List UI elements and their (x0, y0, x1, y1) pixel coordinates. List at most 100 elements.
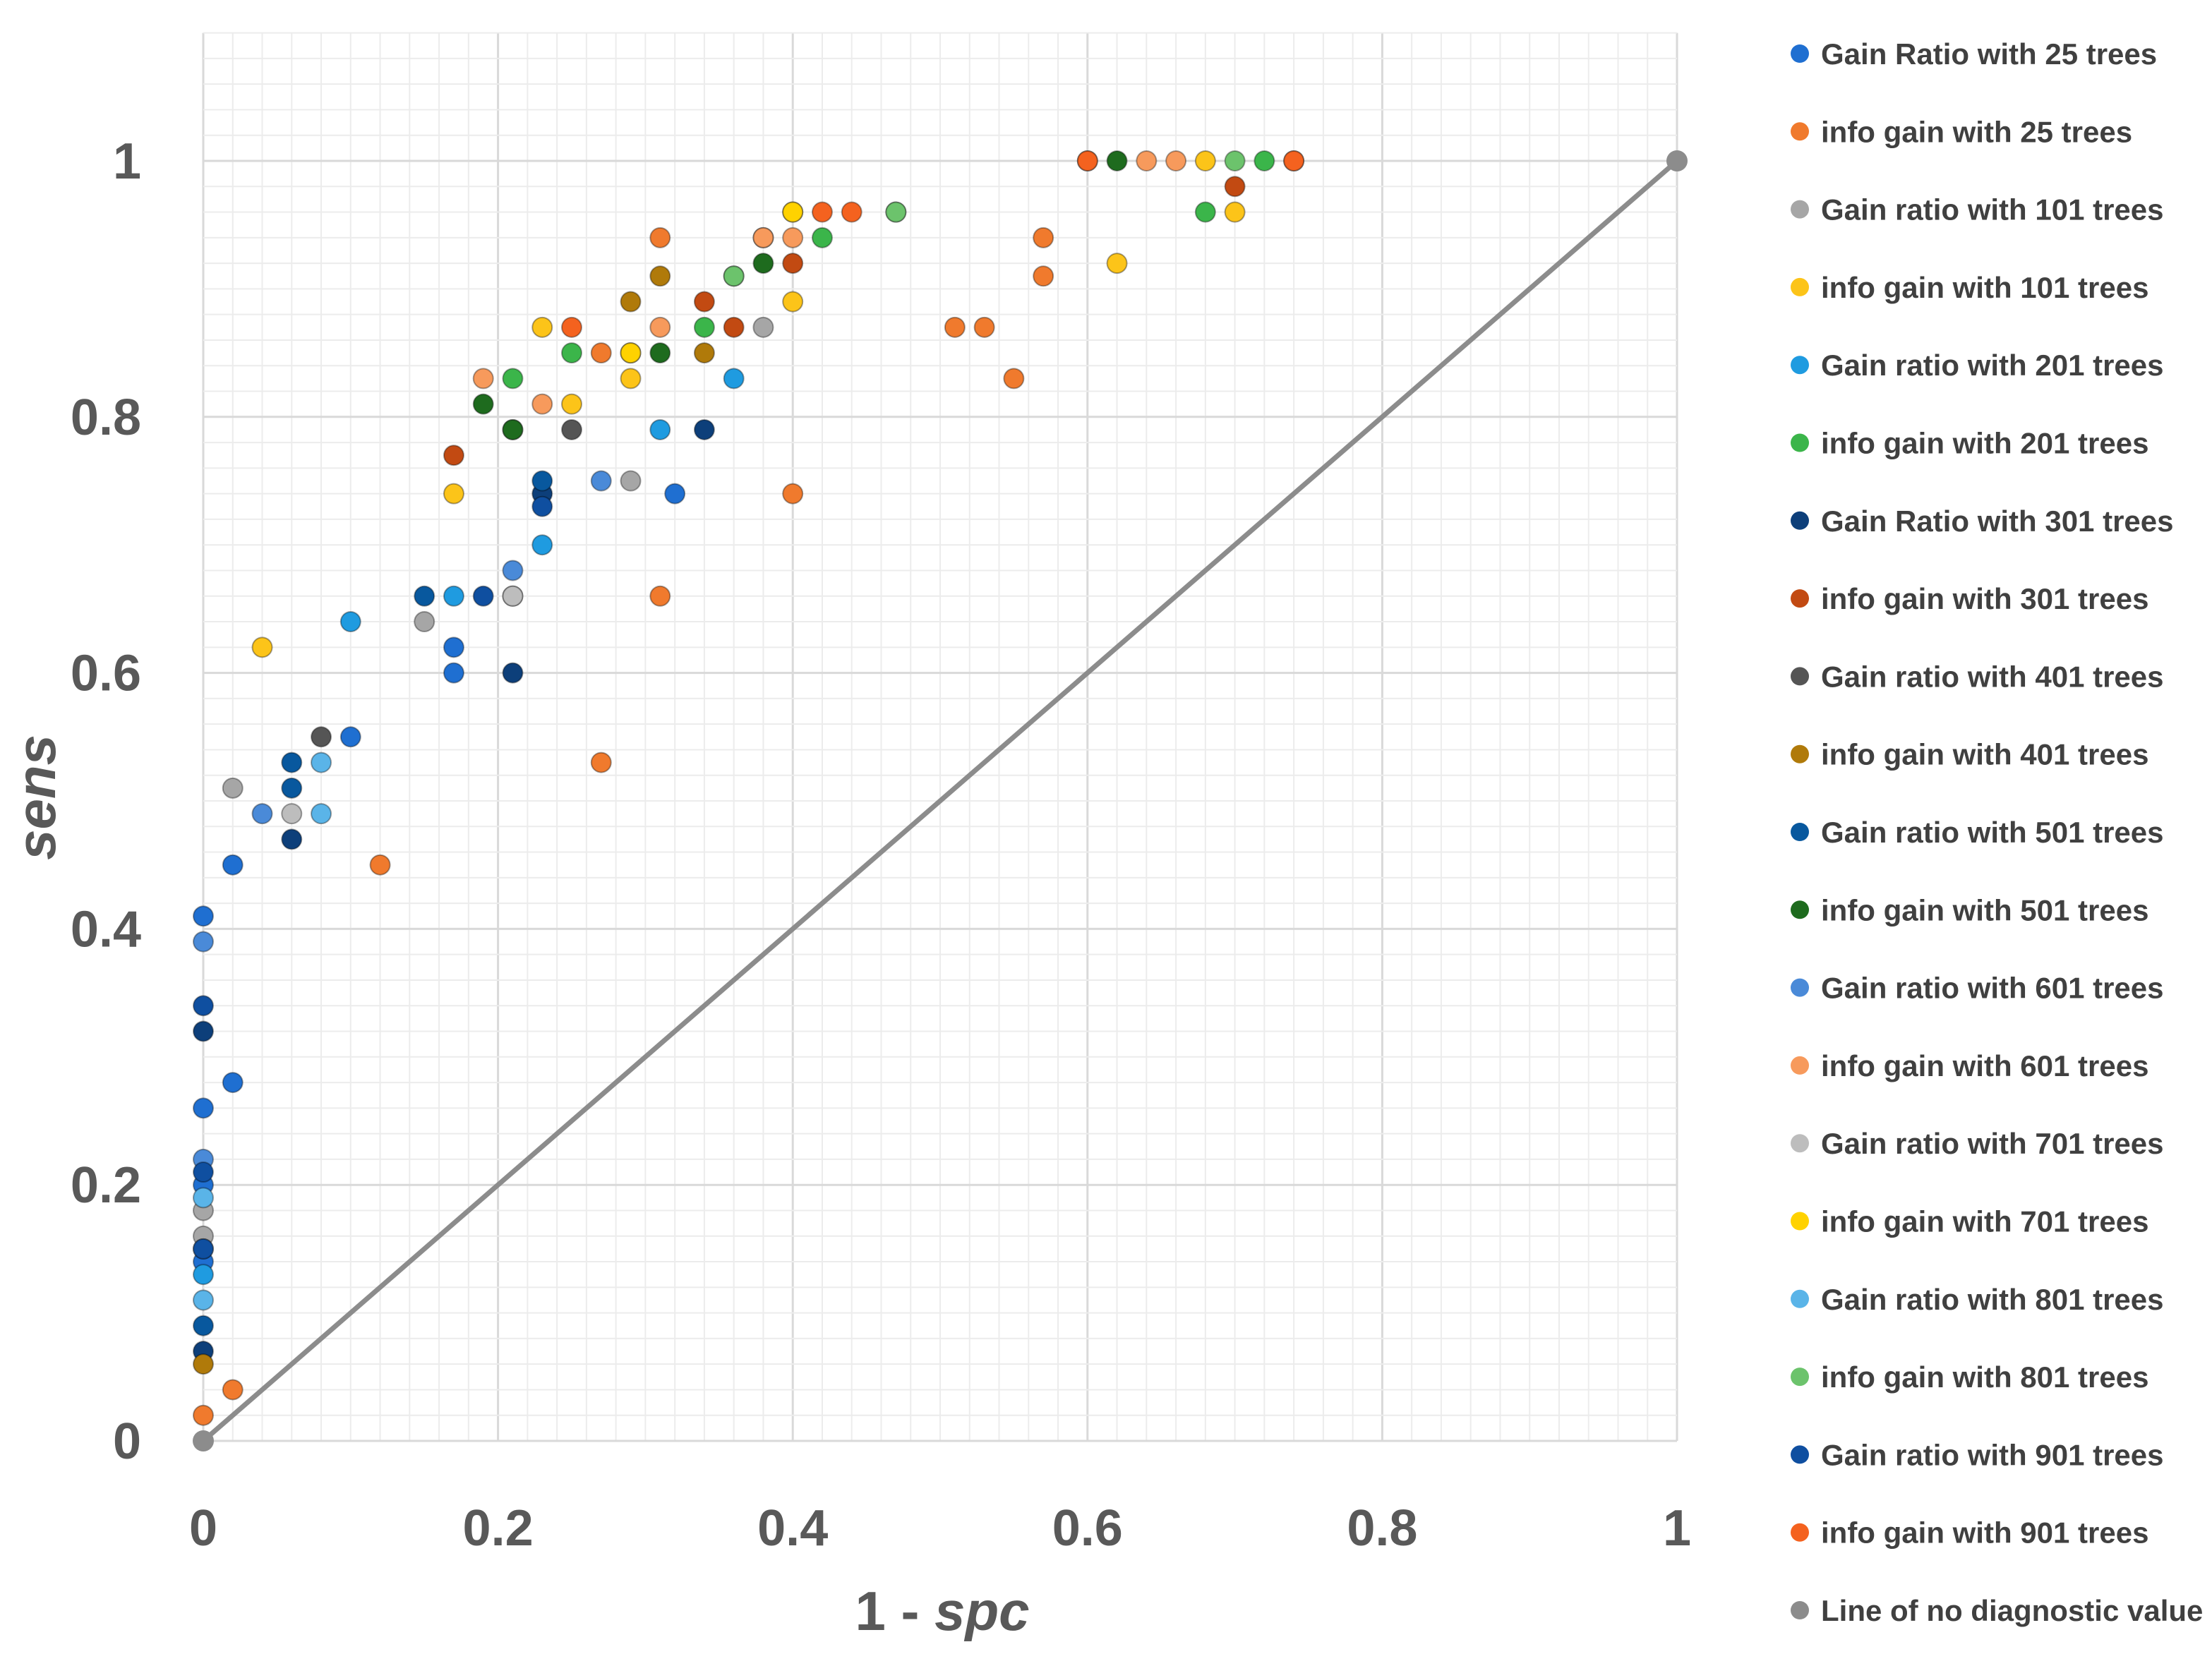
data-points (193, 150, 1305, 1426)
point-series-14 (1165, 150, 1187, 171)
y-tick-label: 1 (113, 133, 141, 190)
point-series-12 (752, 253, 774, 274)
point-series-2 (1003, 368, 1025, 390)
point-series-2 (973, 316, 995, 338)
legend-marker (1791, 667, 1809, 686)
point-series-4 (251, 636, 273, 658)
point-series-5 (531, 534, 553, 556)
x-axis-title-var: spc (934, 1580, 1029, 1642)
point-series-5 (193, 1264, 214, 1286)
legend: Gain Ratio with 25 trees info gain with 2… (1791, 37, 2203, 1627)
legend-label: info gain with 701 trees (1821, 1205, 2148, 1238)
point-series-2 (1033, 227, 1054, 248)
point-series-4 (1106, 253, 1128, 274)
point-series-11 (281, 751, 303, 773)
legend-marker (1791, 356, 1809, 375)
grid (202, 32, 1678, 1442)
point-series-1 (193, 905, 214, 927)
legend-marker (1791, 1445, 1809, 1464)
point-series-2 (782, 483, 804, 505)
legend-marker (1791, 589, 1809, 608)
point-series-19 (193, 995, 214, 1017)
point-series-8 (1224, 176, 1246, 198)
point-series-1 (339, 726, 361, 748)
point-series-20 (561, 316, 582, 338)
point-series-14 (1136, 150, 1158, 171)
legend-label: Line of no diagnostic value (1821, 1594, 2203, 1627)
point-series-14 (649, 316, 671, 338)
legend-marker (1791, 1134, 1809, 1153)
legend-label: info gain with 301 trees (1821, 582, 2148, 615)
point-series-6 (811, 227, 833, 248)
legend-marker (1791, 433, 1809, 452)
point-series-4 (1194, 150, 1216, 171)
point-series-11 (193, 1315, 214, 1336)
point-series-15 (281, 803, 303, 825)
legend-label: Gain ratio with 701 trees (1821, 1127, 2164, 1160)
reference-point (1666, 150, 1688, 171)
legend-label: Gain ratio with 101 trees (1821, 193, 2164, 227)
point-series-13 (502, 560, 524, 581)
point-series-2 (649, 585, 671, 607)
point-series-6 (1194, 201, 1216, 223)
point-series-18 (885, 201, 907, 223)
point-series-10 (649, 265, 671, 287)
point-series-7 (502, 662, 524, 684)
legend-marker (1791, 1601, 1809, 1619)
point-series-4 (561, 393, 582, 415)
legend-label: Gain Ratio with 301 trees (1821, 505, 2174, 538)
point-series-3 (620, 470, 642, 492)
point-series-1 (193, 1097, 214, 1119)
legend-label: info gain with 401 trees (1821, 738, 2148, 771)
point-series-13 (590, 470, 612, 492)
point-series-15 (502, 585, 524, 607)
point-series-20 (811, 201, 833, 223)
point-series-18 (723, 265, 745, 287)
point-series-5 (723, 368, 745, 390)
point-series-7 (281, 828, 303, 850)
point-series-12 (472, 393, 494, 415)
point-series-11 (281, 777, 303, 799)
point-series-1 (664, 483, 686, 505)
legend-marker (1791, 200, 1809, 219)
point-series-4 (782, 291, 804, 313)
point-series-6 (693, 316, 715, 338)
point-series-19 (472, 585, 494, 607)
point-series-1 (222, 1072, 244, 1094)
point-series-5 (339, 611, 361, 633)
point-series-9 (561, 418, 582, 440)
point-series-7 (193, 1020, 214, 1042)
x-tick-label: 0.2 (463, 1500, 534, 1557)
x-tick-label: 0.6 (1052, 1500, 1123, 1557)
point-series-8 (723, 316, 745, 338)
y-tick-label: 0.8 (71, 390, 141, 446)
legend-label: info gain with 101 trees (1821, 271, 2148, 304)
legend-marker (1791, 1368, 1809, 1387)
point-series-5 (443, 585, 464, 607)
legend-label: info gain with 501 trees (1821, 893, 2148, 926)
y-axis-title: sens (5, 735, 67, 860)
x-tick-label: 1 (1663, 1500, 1691, 1557)
legend-marker (1791, 44, 1809, 63)
legend-marker (1791, 122, 1809, 141)
legend-marker (1791, 823, 1809, 841)
legend-label: Gain Ratio with 25 trees (1821, 37, 2157, 71)
point-series-14 (472, 368, 494, 390)
point-series-3 (414, 611, 435, 633)
point-series-10 (193, 1353, 214, 1375)
point-series-2 (222, 1379, 244, 1401)
y-tick-label: 0.6 (71, 646, 141, 702)
point-series-1 (443, 636, 464, 658)
point-series-17 (193, 1289, 214, 1311)
point-series-1 (443, 662, 464, 684)
point-series-17 (311, 751, 332, 773)
point-series-5 (649, 418, 671, 440)
legend-marker (1791, 1212, 1809, 1231)
reference-line (193, 150, 1688, 1451)
axis-ticks: 0 0.2 0.4 0.6 0.8 1 0 0.2 0.4 0.6 0.8 1 (71, 133, 1691, 1557)
x-tick-label: 0 (189, 1500, 217, 1557)
point-series-8 (693, 291, 715, 313)
legend-marker (1791, 277, 1809, 296)
point-series-19 (193, 1161, 214, 1183)
